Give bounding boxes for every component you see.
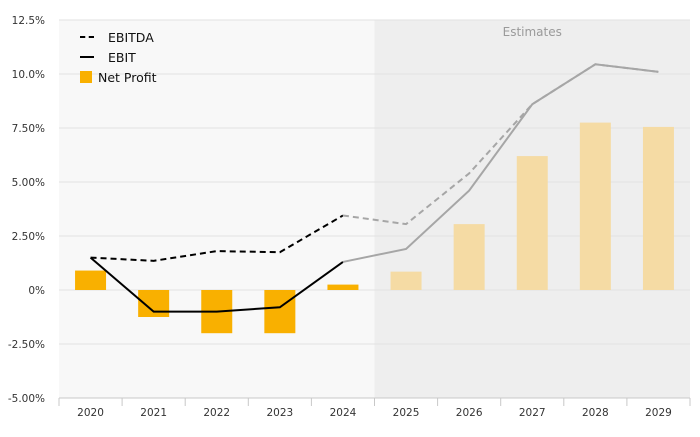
bars-net-profit — [75, 122, 674, 334]
bar-net-profit — [75, 270, 107, 290]
x-tick-label: 2028 — [582, 407, 609, 419]
line-ebit-actual — [89, 256, 344, 313]
x-tick-label: 2021 — [140, 407, 167, 419]
legend-label-ebit: EBIT — [108, 49, 136, 65]
legend-label-ebitda: EBITDA — [108, 29, 154, 45]
estimates-label: Estimates — [503, 25, 562, 39]
y-axis-ticks: 12.5% 10.0% 7.50% 5.00% 2.50% 0% -2.50% -5.00% — [8, 15, 45, 405]
bar-net-profit — [264, 290, 296, 334]
x-tick-label: 2023 — [266, 407, 293, 419]
legend-label-net-profit: Net Profit — [98, 69, 157, 85]
bar-net-profit — [579, 122, 611, 290]
y-tick-label: -5.00% — [8, 393, 45, 405]
x-axis: 2020 2021 2022 2023 2024 2025 2026 2027 2028 2029 — [58, 397, 691, 419]
x-tick-label: 2020 — [77, 407, 104, 419]
legend-swatch-solid — [80, 56, 94, 58]
series-lines — [89, 63, 659, 313]
x-tick-label: 2026 — [456, 407, 483, 419]
legend: EBITDA EBIT Net Profit — [80, 27, 157, 87]
x-tick-label: 2022 — [203, 407, 230, 419]
bar-net-profit — [642, 126, 674, 290]
bar-net-profit — [390, 271, 422, 290]
x-tick-label: 2024 — [330, 407, 357, 419]
bar-net-profit — [516, 156, 548, 290]
legend-item-net-profit: Net Profit — [80, 67, 157, 87]
legend-swatch-box — [80, 71, 92, 83]
line-ebitda-actual — [90, 214, 344, 262]
x-tick-label: 2027 — [519, 407, 546, 419]
y-tick-label: 2.50% — [12, 231, 45, 243]
y-tick-label: -2.50% — [8, 339, 45, 351]
x-tick-label: 2029 — [645, 407, 672, 419]
legend-swatch-dashed — [80, 36, 94, 38]
legend-item-ebit: EBIT — [80, 47, 157, 67]
y-tick-label: 5.00% — [12, 177, 45, 189]
line-ebit-estimate — [342, 63, 659, 263]
y-tick-label: 7.50% — [12, 123, 45, 135]
bar-net-profit — [453, 224, 485, 290]
y-tick-label: 10.0% — [12, 69, 45, 81]
bar-net-profit — [327, 284, 359, 290]
x-tick-label: 2025 — [393, 407, 420, 419]
legend-item-ebitda: EBITDA — [80, 27, 157, 47]
y-tick-label: 12.5% — [12, 15, 45, 27]
y-tick-label: 0% — [28, 285, 45, 297]
